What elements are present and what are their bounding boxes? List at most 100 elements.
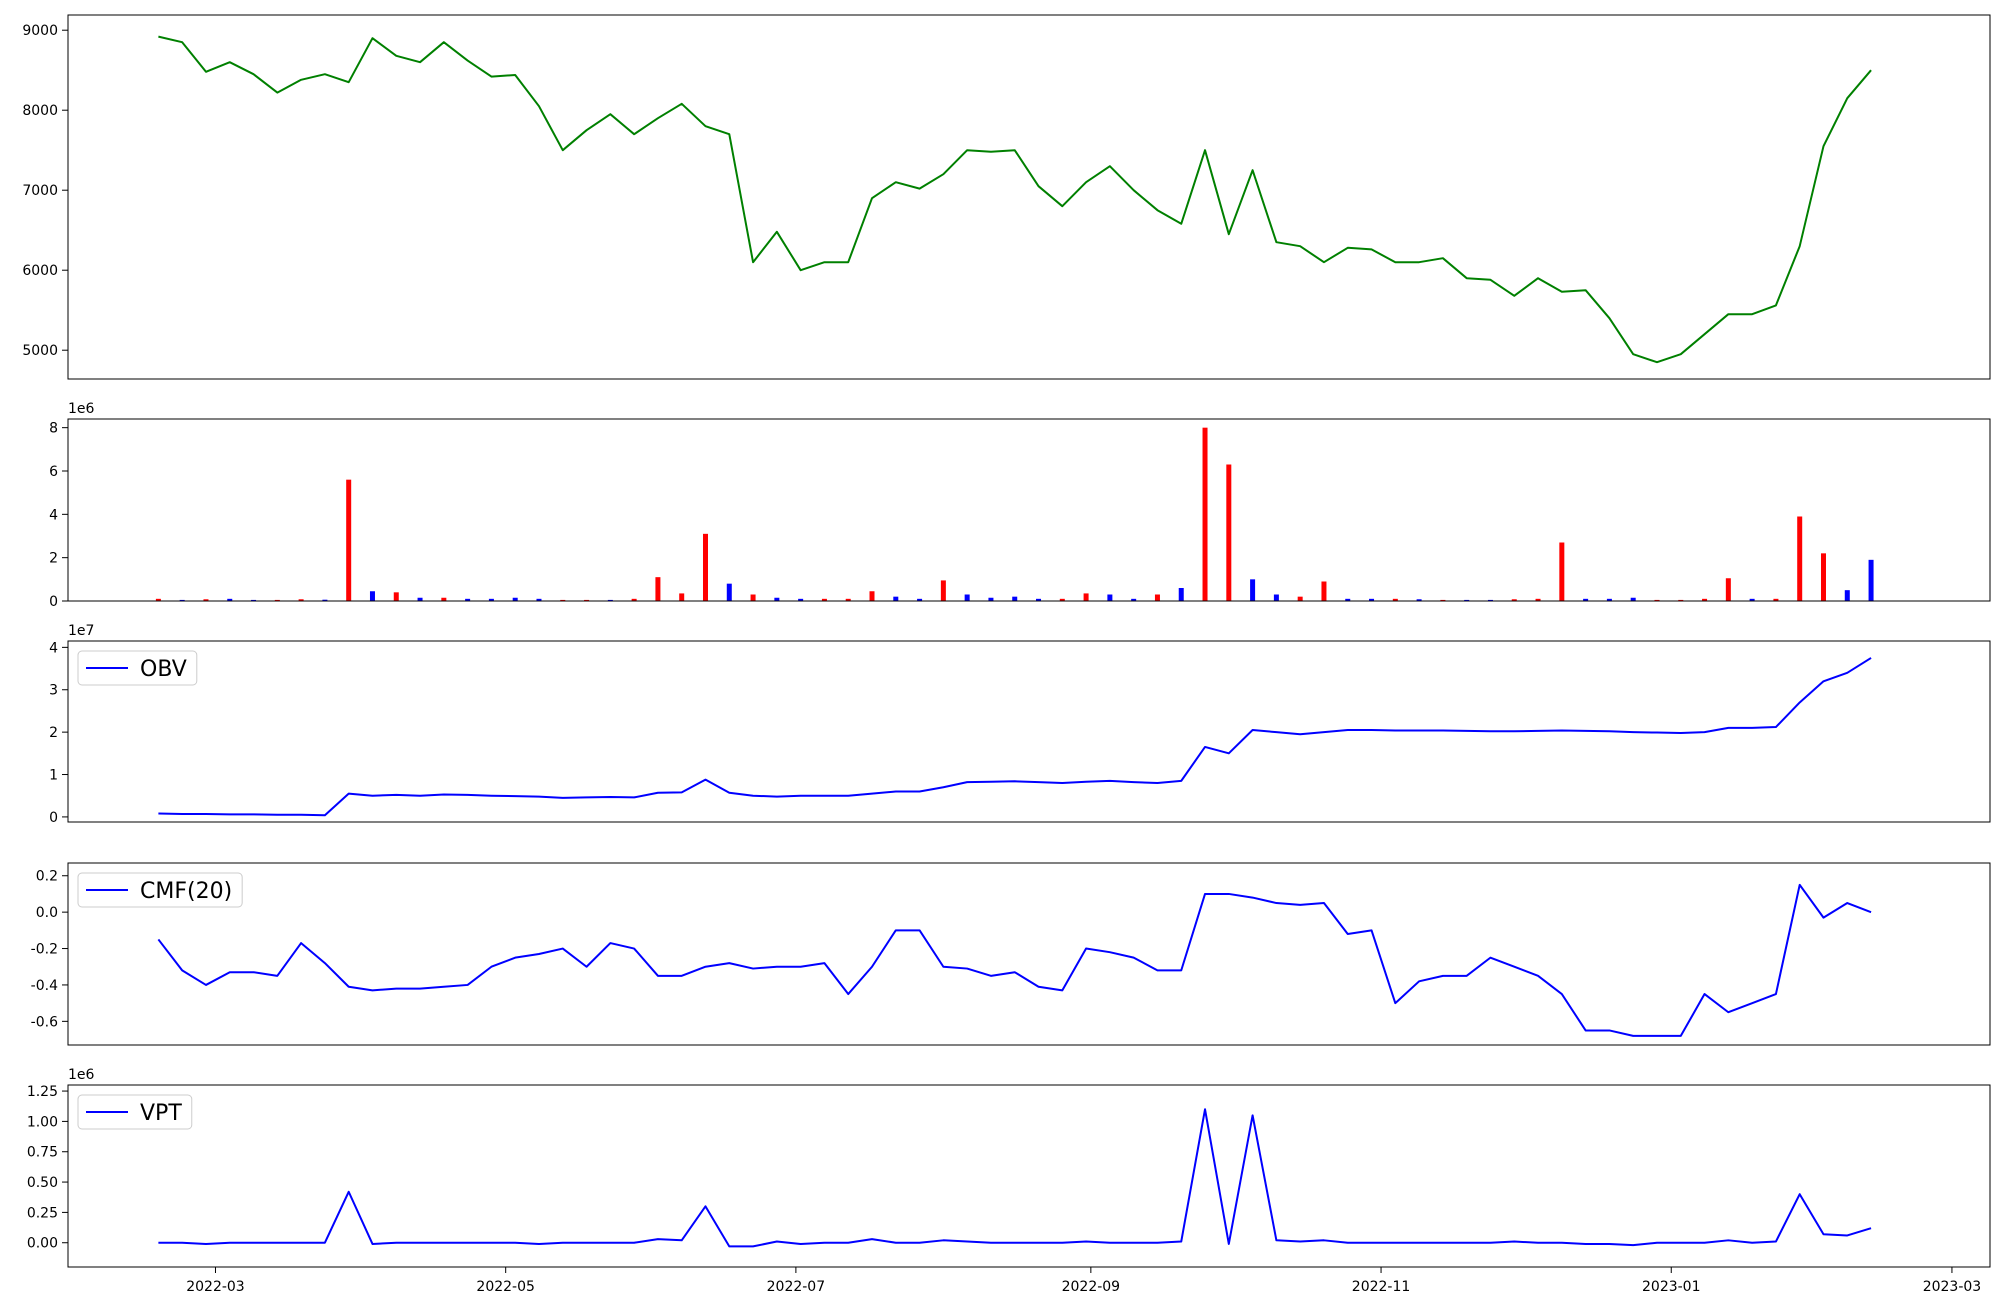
legend-box [77, 1094, 193, 1130]
bar [1868, 559, 1874, 601]
legend: VPT [77, 1094, 193, 1130]
offset-label: 1e6 [68, 1067, 95, 1083]
x-tick-label: 2022-11 [1352, 1279, 1411, 1295]
bar [679, 593, 685, 601]
bar [940, 580, 946, 601]
bar [893, 596, 899, 601]
legend-box [77, 872, 243, 908]
plot-area [158, 1108, 1872, 1248]
bar [1749, 598, 1755, 601]
offset-label: 1e6 [68, 401, 95, 417]
y-tick-label: 8000 [22, 103, 58, 119]
y-tick-label: 6 [49, 464, 58, 480]
bar [821, 598, 827, 601]
y-tick-label: -0.2 [31, 942, 58, 958]
legend: CMF(20) [77, 872, 243, 908]
y-tick-label: 2 [49, 551, 58, 567]
legend-label: VPT [140, 1101, 182, 1126]
y-tick-label: 0.0 [36, 905, 58, 921]
bar [488, 598, 494, 601]
bar [631, 598, 637, 601]
y-tick-label: 0.75 [27, 1145, 58, 1161]
axes-frame [67, 418, 1991, 602]
panel: -0.6 -0.4 -0.2 0.0 0.2 CMF(20) [31, 862, 1991, 1046]
bar [964, 594, 970, 601]
bar [1654, 599, 1660, 601]
bar [1369, 598, 1375, 601]
bar [512, 597, 518, 601]
bar [869, 591, 875, 601]
y-tick-label: 0 [49, 594, 58, 610]
bar [1321, 581, 1327, 601]
bar [227, 598, 233, 601]
plot-area [155, 427, 1874, 601]
y-tick-label: 1 [49, 768, 58, 784]
y-tick-label: 9000 [22, 23, 58, 39]
y-tick-label: 3 [49, 683, 58, 699]
legend-box [77, 650, 198, 686]
bar [1487, 599, 1493, 601]
panel: 0 2 4 6 8 1e6 [49, 401, 1991, 610]
bar [441, 597, 447, 601]
y-tick-label: 6000 [22, 263, 58, 279]
axes-frame [67, 862, 1991, 1046]
bar [179, 599, 185, 601]
y-tick-label: 0.25 [27, 1205, 58, 1221]
bar [1583, 598, 1589, 601]
y-tick-label: 4 [49, 507, 58, 523]
bar [1250, 579, 1256, 601]
axes-frame [67, 640, 1991, 823]
bar [798, 598, 804, 601]
bar [1678, 599, 1684, 601]
bar [845, 598, 851, 601]
y-tick-label: 0 [49, 810, 58, 826]
bar [322, 599, 328, 601]
data-line [158, 657, 1872, 817]
bar [274, 599, 280, 601]
bar [1535, 598, 1541, 601]
panel: 0.00 0.25 0.50 0.75 1.00 1.25 1e6 2022-03 2022-0… [27, 1067, 1991, 1295]
x-tick-label: 2022-05 [476, 1279, 535, 1295]
bar [1416, 599, 1422, 601]
bar [1273, 594, 1279, 601]
panel: 5000 6000 7000 8000 9000 [22, 14, 1991, 380]
bar [465, 598, 471, 601]
y-tick-label: -0.4 [31, 978, 58, 994]
bar [1059, 598, 1065, 601]
bar [774, 597, 780, 601]
bar [536, 598, 542, 601]
bar [1131, 598, 1137, 601]
y-tick-label: 2 [49, 725, 58, 741]
bar [1036, 598, 1042, 601]
bar [1083, 593, 1089, 601]
x-tick-label: 2022-09 [1062, 1279, 1121, 1295]
bar [1440, 599, 1446, 601]
bar [1630, 597, 1636, 601]
data-line [157, 883, 1872, 1037]
bar [1797, 516, 1803, 601]
x-tick-label: 2023-01 [1642, 1279, 1701, 1295]
legend-label: CMF(20) [140, 879, 232, 904]
bar [702, 533, 708, 601]
y-tick-label: 0.2 [36, 869, 58, 885]
offset-label: 1e7 [68, 623, 94, 639]
y-tick-label: 8 [49, 421, 58, 437]
bar [560, 599, 566, 601]
bar [655, 577, 661, 601]
bar [417, 597, 423, 601]
bar [1178, 588, 1184, 601]
bar [298, 599, 304, 601]
y-tick-label: 1.25 [27, 1084, 58, 1100]
x-tick-label: 2022-03 [186, 1279, 245, 1295]
bar [1606, 598, 1612, 601]
bar [1844, 590, 1850, 601]
bar [917, 598, 923, 601]
y-tick-label: -0.6 [31, 1014, 58, 1030]
plot-area [157, 883, 1872, 1037]
legend-label: OBV [140, 657, 187, 682]
bar [1511, 599, 1517, 601]
bar [1107, 594, 1113, 601]
bar [1725, 578, 1731, 601]
bar [607, 599, 613, 601]
bar [1559, 542, 1565, 601]
